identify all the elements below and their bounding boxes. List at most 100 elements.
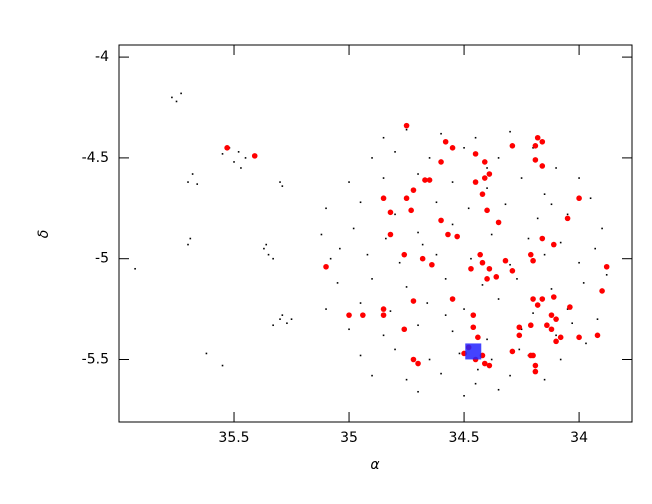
- selected-point: [445, 231, 451, 238]
- selected-point: [539, 138, 546, 145]
- star-point: [504, 203, 507, 206]
- star-point: [325, 207, 327, 210]
- star-point: [490, 233, 493, 236]
- star-point: [463, 394, 465, 397]
- x-axis-label: α: [370, 457, 380, 473]
- selected-point: [576, 195, 582, 202]
- star-point: [359, 354, 362, 357]
- star-point: [279, 318, 281, 320]
- star-point: [205, 352, 208, 355]
- star-point: [509, 130, 511, 133]
- star-point: [582, 282, 585, 284]
- selected-point: [516, 324, 523, 331]
- star-point: [585, 342, 587, 345]
- star-point: [532, 147, 534, 149]
- selected-point: [484, 276, 490, 282]
- selected-point: [527, 251, 534, 258]
- star-point: [240, 167, 242, 169]
- star-point: [516, 278, 518, 280]
- selected-point: [603, 263, 610, 270]
- selected-point: [426, 177, 433, 183]
- selected-point: [495, 219, 502, 226]
- selected-point: [380, 195, 387, 202]
- star-point: [417, 231, 419, 234]
- star-point: [371, 374, 373, 377]
- y-tick-label: -4: [95, 49, 109, 65]
- star-point: [559, 241, 562, 244]
- star-point: [458, 352, 461, 355]
- selected-point: [539, 235, 546, 242]
- star-point: [281, 185, 284, 187]
- selected-point: [380, 306, 387, 312]
- star-point: [440, 372, 442, 375]
- selected-point: [410, 298, 417, 304]
- star-point: [265, 243, 268, 246]
- star-point: [389, 310, 392, 312]
- selected-point: [486, 265, 493, 272]
- selected-point: [532, 157, 539, 163]
- star-point: [550, 203, 553, 206]
- selected-point: [477, 251, 483, 258]
- selected-point: [553, 338, 559, 345]
- star-point: [451, 330, 454, 333]
- selected-point: [470, 312, 477, 318]
- selected-point: [454, 233, 460, 240]
- selected-point: [224, 145, 230, 151]
- selected-point: [599, 288, 605, 294]
- selected-point: [438, 159, 444, 165]
- selected-point: [401, 326, 408, 333]
- star-point: [486, 187, 488, 189]
- star-point: [527, 237, 530, 240]
- star-point: [405, 128, 408, 131]
- selected-point: [481, 360, 488, 367]
- star-point: [348, 328, 350, 331]
- star-point: [543, 193, 546, 195]
- selected-point: [548, 312, 555, 318]
- star-point: [474, 136, 477, 139]
- star-point: [371, 157, 373, 159]
- star-point: [605, 274, 608, 276]
- selected-point: [539, 296, 546, 302]
- selected-point: [346, 312, 352, 318]
- star-point: [589, 197, 592, 200]
- selected-point: [486, 171, 493, 177]
- selected-point: [403, 122, 410, 129]
- selected-point: [534, 134, 541, 141]
- star-point: [175, 100, 178, 103]
- selected-point: [527, 322, 534, 329]
- star-point: [578, 177, 580, 179]
- y-tick-label: -5.5: [82, 352, 109, 368]
- selected-point: [564, 215, 571, 222]
- star-point: [559, 358, 562, 361]
- star-point: [263, 247, 265, 250]
- selected-point: [550, 294, 557, 300]
- selected-point: [401, 251, 408, 258]
- star-point: [325, 308, 327, 310]
- selected-point: [530, 257, 536, 264]
- star-point: [382, 334, 385, 337]
- selected-point: [479, 191, 486, 197]
- star-point: [486, 338, 488, 341]
- y-tick-label: -4.5: [82, 150, 109, 166]
- y-axis-label: δ: [36, 230, 52, 239]
- selected-point: [419, 255, 426, 262]
- star-point: [187, 243, 189, 246]
- selected-point: [481, 159, 488, 165]
- selected-point: [387, 231, 394, 238]
- x-tick-label: 35: [340, 430, 358, 446]
- selected-point: [594, 332, 601, 339]
- star-point: [382, 177, 385, 179]
- selected-point: [360, 312, 366, 318]
- star-point: [555, 167, 557, 169]
- selected-point: [484, 207, 490, 214]
- selected-point: [534, 302, 541, 308]
- selected-point: [486, 362, 493, 369]
- selected-point: [449, 145, 456, 151]
- star-point: [486, 167, 488, 169]
- selected-point: [323, 263, 329, 270]
- star-point: [477, 368, 479, 371]
- star-point: [532, 312, 534, 314]
- star-point: [421, 243, 424, 246]
- star-point: [272, 324, 274, 327]
- selected-point: [475, 334, 481, 341]
